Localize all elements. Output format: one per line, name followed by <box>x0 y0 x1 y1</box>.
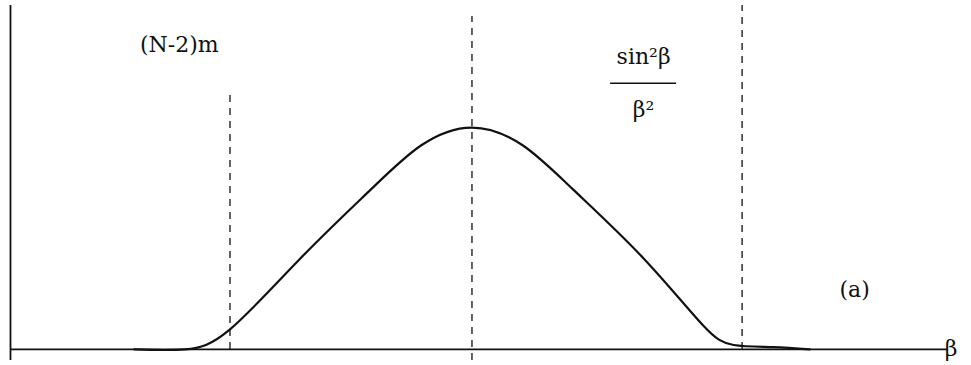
svg-text:β²: β² <box>633 97 655 122</box>
svg-text:β: β <box>945 336 958 361</box>
svg-text:(N-2)m: (N-2)m <box>140 32 219 57</box>
svg-text:sin²β: sin²β <box>617 44 671 69</box>
svg-text:(a): (a) <box>839 277 869 302</box>
